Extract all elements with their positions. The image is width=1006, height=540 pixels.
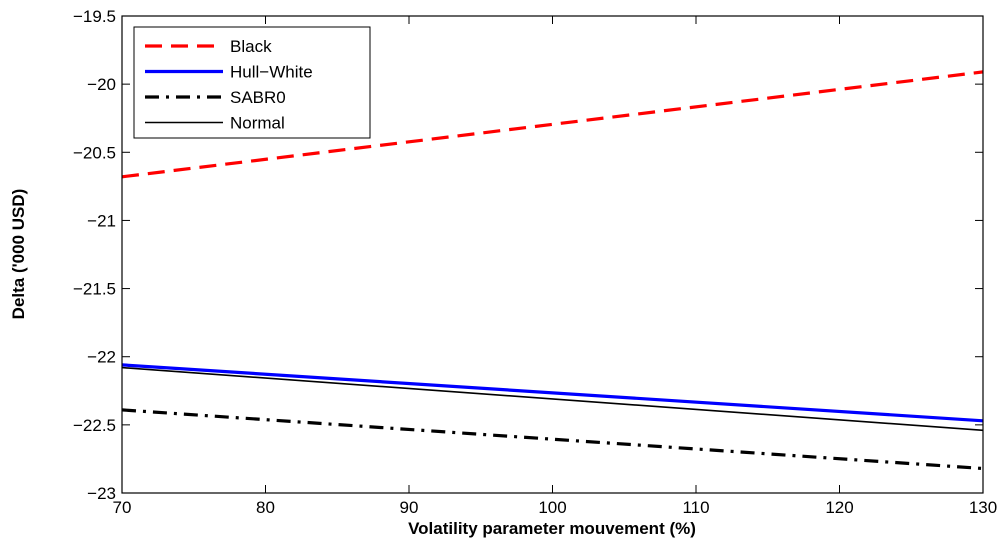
y-tick-label: −22.5 xyxy=(73,416,116,435)
ticks-layer: 70 80 90 100 110 120 130 −19.5 −20 −20.5 −21 −21.5 −… xyxy=(73,7,997,517)
x-tick-label: 90 xyxy=(400,498,419,517)
x-tick-label: 100 xyxy=(538,498,566,517)
x-tick-label: 80 xyxy=(256,498,275,517)
x-tick-label: 70 xyxy=(113,498,132,517)
legend-label-black: Black xyxy=(230,37,272,56)
legend-label-sabr0: SABR0 xyxy=(230,88,286,107)
legend-label-hull-white: Hull−White xyxy=(230,63,313,82)
x-axis-label: Volatility parameter mouvement (%) xyxy=(408,519,696,538)
y-tick-label: −21.5 xyxy=(73,280,116,299)
y-tick-label: −19.5 xyxy=(73,7,116,26)
y-tick-label: −20.5 xyxy=(73,143,116,162)
y-tick-label: −22 xyxy=(87,348,116,367)
series-line-normal xyxy=(121,366,984,432)
y-tick-label: −20 xyxy=(87,75,116,94)
legend: Black Hull−White SABR0 Normal xyxy=(133,26,371,139)
x-tick-label: 130 xyxy=(969,498,997,517)
legend-label-normal: Normal xyxy=(230,114,285,133)
series-line-hull-white xyxy=(121,363,984,423)
y-axis-label: Delta ('000 USD) xyxy=(9,189,28,320)
series-line-sabr0 xyxy=(121,408,984,471)
series-line-black xyxy=(121,70,984,179)
y-tick-label: −21 xyxy=(87,211,116,230)
series-layer xyxy=(121,70,984,471)
y-tick-label: −23 xyxy=(87,484,116,503)
x-tick-label: 120 xyxy=(825,498,853,517)
x-tick-label: 110 xyxy=(682,498,709,517)
